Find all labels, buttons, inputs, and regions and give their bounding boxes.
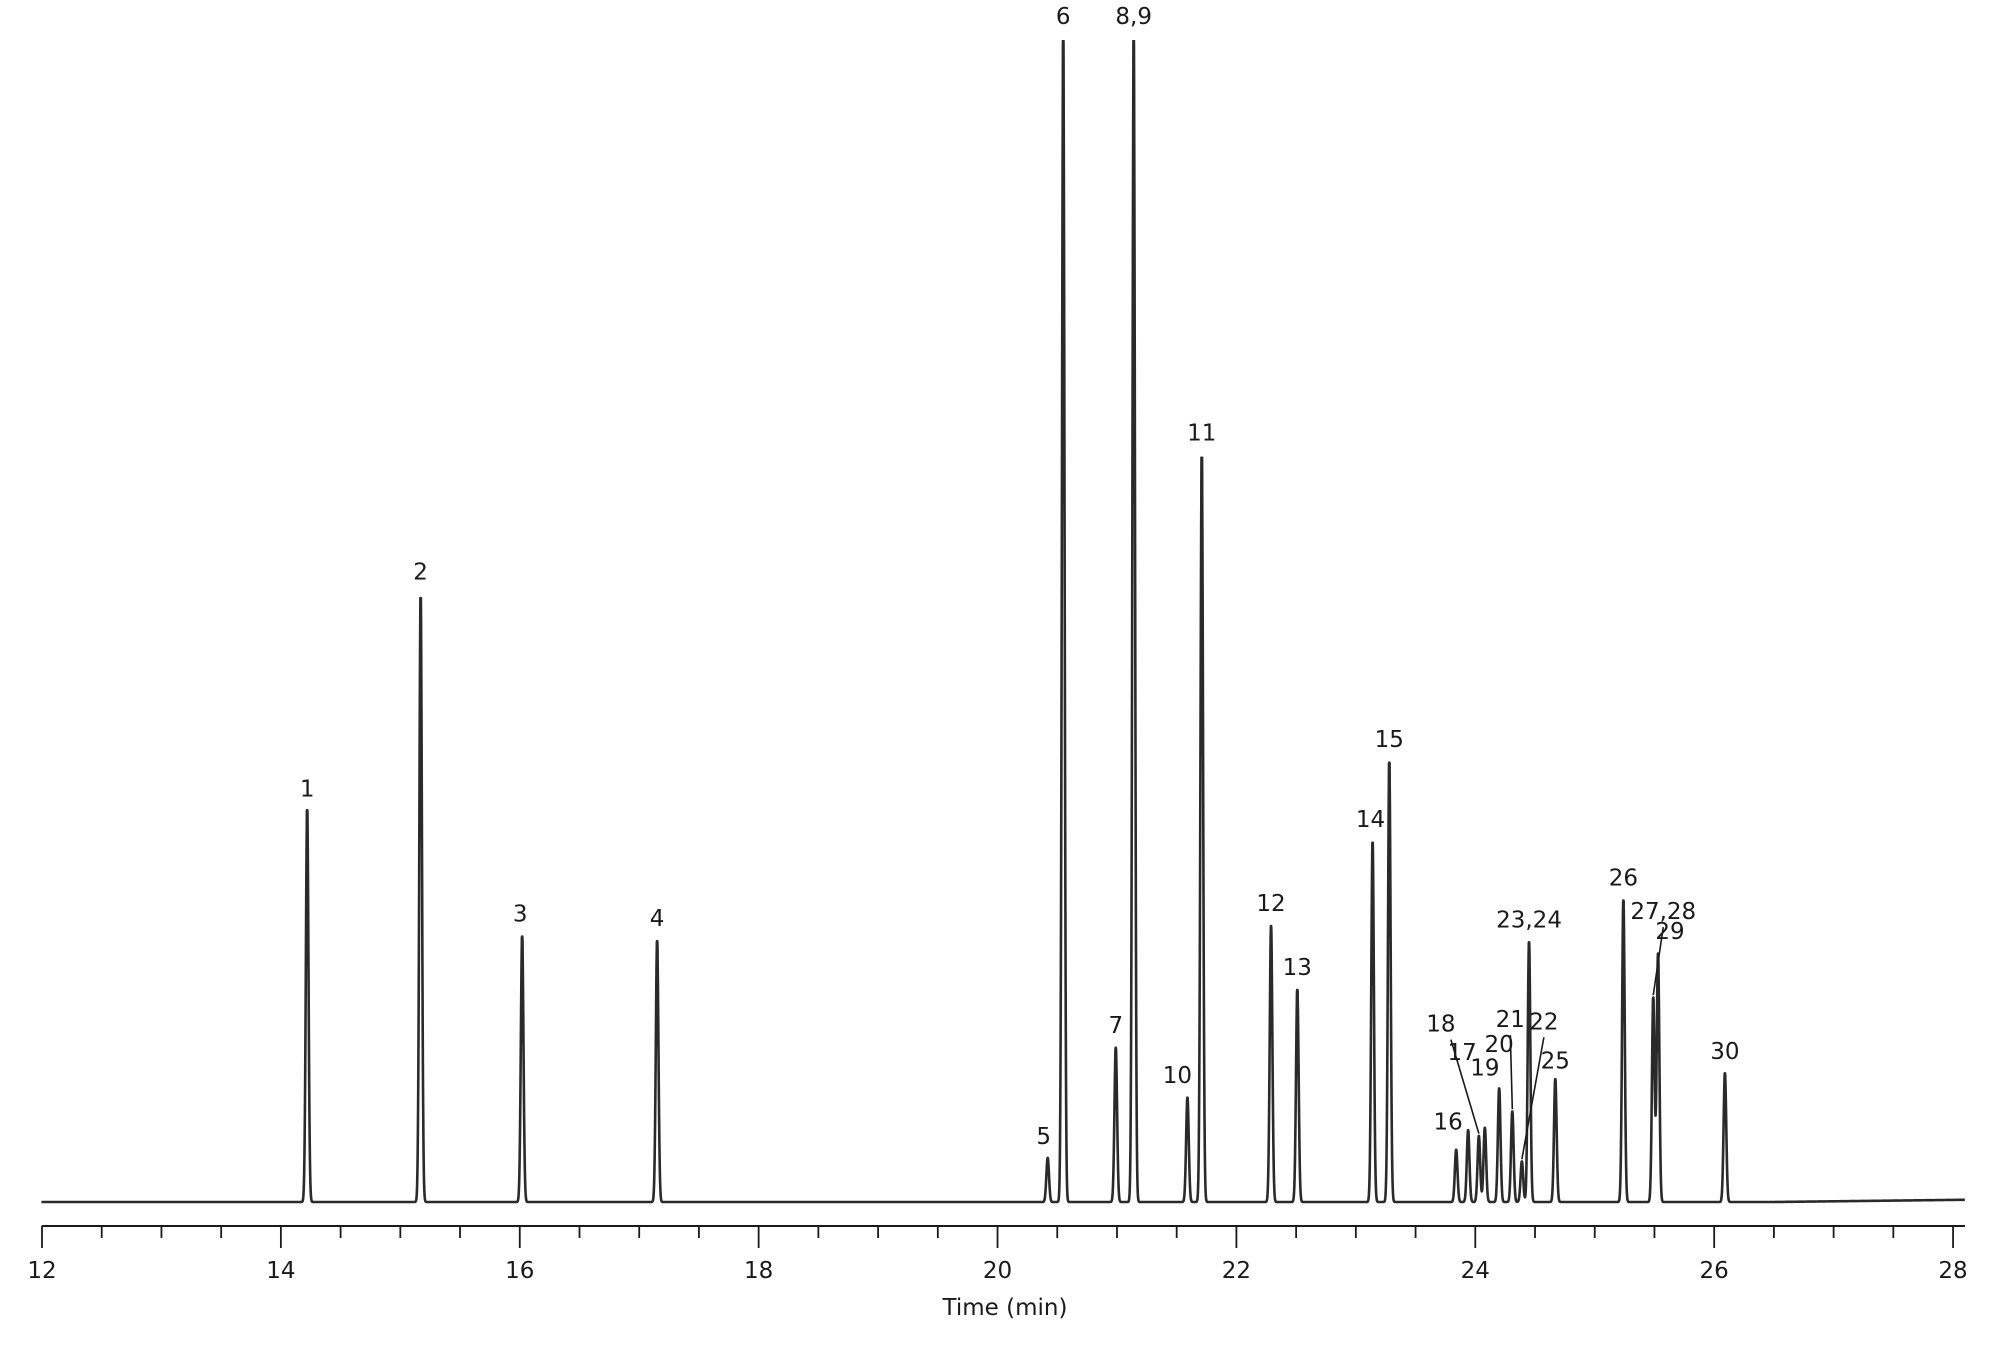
x-tick-label: 26 <box>1700 1258 1729 1284</box>
peak-leader-line <box>1450 1039 1480 1134</box>
peak-leader-line <box>1521 1037 1545 1160</box>
peak-label: 20 <box>1485 1032 1514 1058</box>
x-tick-label: 20 <box>983 1258 1012 1284</box>
peak-label: 12 <box>1256 891 1285 917</box>
peak-label: 7 <box>1108 1013 1123 1039</box>
peak-label: 21 <box>1496 1007 1525 1033</box>
x-tick-label: 18 <box>744 1258 773 1284</box>
x-tick-label: 24 <box>1461 1258 1490 1284</box>
peak-label: 16 <box>1434 1110 1463 1136</box>
peak-label: 22 <box>1529 1009 1558 1035</box>
peak-label: 3 <box>513 901 528 927</box>
peak-leader-line <box>1652 927 1665 996</box>
peak-label: 26 <box>1609 865 1638 891</box>
peak-label: 11 <box>1187 421 1216 447</box>
peak-label: 14 <box>1356 807 1385 833</box>
peak-label: 2 <box>413 560 428 586</box>
x-tick-label: 14 <box>266 1258 295 1284</box>
peak-label: 5 <box>1036 1124 1051 1150</box>
x-tick-label: 12 <box>27 1258 56 1284</box>
peak-label: 25 <box>1541 1049 1570 1075</box>
peak-label: 15 <box>1375 727 1404 753</box>
peak-label: 1 <box>300 777 315 803</box>
peak-label: 10 <box>1163 1063 1192 1089</box>
x-axis: 12 14 16 18 20 22 24 26 28 <box>27 1225 1968 1284</box>
peak-label: 19 <box>1470 1056 1499 1082</box>
peak-label: 13 <box>1283 955 1312 981</box>
trace-layer <box>40 40 1966 1204</box>
peak-label: 29 <box>1655 919 1684 945</box>
peak-leader-line <box>1509 1035 1514 1110</box>
x-tick-label: 22 <box>1222 1258 1251 1284</box>
peak-label: 27,28 <box>1630 899 1696 925</box>
peak-label: 30 <box>1710 1039 1739 1065</box>
peak-label: 18 <box>1426 1012 1455 1038</box>
peak-label: 6 <box>1056 4 1071 30</box>
x-tick-label: 28 <box>1938 1258 1967 1284</box>
x-tick-label: 16 <box>505 1258 534 1284</box>
peak-label: 8,9 <box>1115 4 1152 30</box>
peak-label: 23,24 <box>1496 907 1562 933</box>
peak-label: 4 <box>650 906 665 932</box>
chromatogram-trace <box>40 41 1966 1204</box>
x-axis-title: Time (min) <box>942 1295 1068 1321</box>
